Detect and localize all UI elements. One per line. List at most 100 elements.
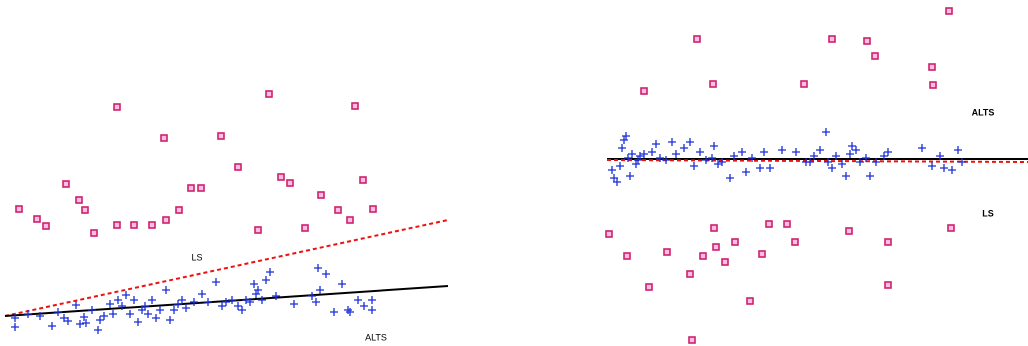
cross-point (314, 264, 322, 272)
square-point (623, 252, 631, 260)
square-point (845, 227, 853, 235)
square-point (90, 229, 98, 237)
cross-point (141, 302, 149, 310)
cross-point (708, 154, 716, 162)
fit-line (4, 219, 449, 317)
cross-point (640, 150, 648, 158)
square-point (15, 205, 23, 213)
cross-point (616, 162, 624, 170)
cross-point (918, 144, 926, 152)
cross-point (346, 308, 354, 316)
cross-point (344, 306, 352, 314)
cross-point (170, 306, 178, 314)
cross-point (64, 317, 72, 325)
cross-point (816, 146, 824, 154)
cross-point (846, 150, 854, 158)
cross-point (852, 146, 860, 154)
cross-point (152, 314, 160, 322)
cross-point (130, 296, 138, 304)
cross-point (884, 148, 892, 156)
square-point (645, 283, 653, 291)
square-point (113, 103, 121, 111)
cross-point (162, 286, 170, 294)
cross-point (100, 312, 108, 320)
square-point (254, 226, 262, 234)
cross-point (936, 152, 944, 160)
square-point (359, 176, 367, 184)
square-point (800, 80, 808, 88)
cross-point (824, 158, 832, 166)
square-point (884, 281, 892, 289)
annotation: ALTS (365, 332, 387, 342)
cross-point (742, 168, 750, 176)
square-point (62, 180, 70, 188)
cross-point (312, 298, 320, 306)
square-point (334, 206, 342, 214)
cross-point (730, 152, 738, 160)
cross-point (254, 286, 262, 294)
square-point (746, 297, 754, 305)
cross-point (82, 319, 90, 327)
cross-point (118, 302, 126, 310)
square-point (286, 179, 294, 187)
square-point (369, 205, 377, 213)
cross-point (686, 138, 694, 146)
cross-point (862, 154, 870, 162)
cross-point (96, 316, 104, 324)
cross-point (866, 172, 874, 180)
square-point (160, 134, 168, 142)
cross-point (618, 144, 626, 152)
cross-point (778, 146, 786, 154)
cross-point (308, 292, 316, 300)
square-point (929, 81, 937, 89)
square-point (640, 87, 648, 95)
cross-point (714, 160, 722, 168)
cross-point (11, 314, 19, 322)
square-point (81, 206, 89, 214)
cross-point (832, 152, 840, 160)
square-point (693, 35, 701, 43)
cross-point (228, 296, 236, 304)
cross-point (656, 154, 664, 162)
cross-point (806, 158, 814, 166)
cross-point (322, 270, 330, 278)
cross-point (114, 296, 122, 304)
cross-point (368, 296, 376, 304)
cross-point (126, 310, 134, 318)
cross-point (88, 306, 96, 314)
square-point (783, 220, 791, 228)
cross-point (246, 298, 254, 306)
cross-point (174, 300, 182, 308)
cross-point (212, 278, 220, 286)
cross-point (54, 308, 62, 316)
square-point (686, 270, 694, 278)
cross-point (290, 300, 298, 308)
cross-point (368, 306, 376, 314)
cross-point (238, 306, 246, 314)
square-point (709, 80, 717, 88)
square-point (712, 243, 720, 251)
square-point (33, 215, 41, 223)
cross-point (958, 158, 966, 166)
cross-point (80, 313, 88, 321)
cross-point (94, 326, 102, 334)
cross-point (613, 178, 621, 186)
cross-point (272, 292, 280, 300)
cross-point (266, 268, 274, 276)
cross-point (148, 296, 156, 304)
cross-point (702, 156, 710, 164)
cross-point (134, 318, 142, 326)
square-point (871, 52, 879, 60)
cross-point (842, 172, 850, 180)
square-point (162, 216, 170, 224)
cross-point (144, 310, 152, 318)
cross-point (756, 164, 764, 172)
cross-point (354, 296, 362, 304)
square-point (187, 184, 195, 192)
cross-point (72, 301, 80, 309)
cross-point (822, 128, 830, 136)
square-point (688, 336, 696, 344)
cross-point (828, 164, 836, 172)
